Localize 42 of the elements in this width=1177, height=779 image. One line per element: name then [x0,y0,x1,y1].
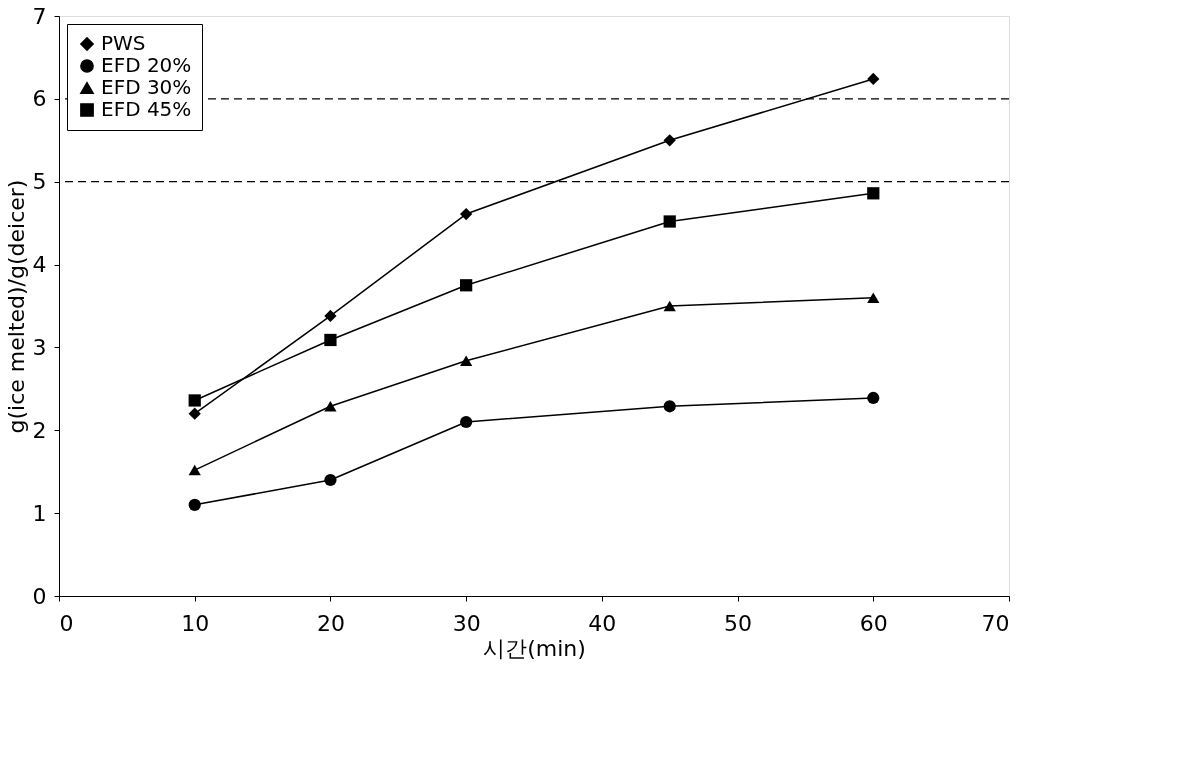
y-axis-title: g(ice melted)/g(deicer) [3,179,29,434]
point [188,407,201,420]
point [324,333,337,347]
x-tick-label: 70 [981,610,1010,636]
point [460,207,473,221]
y-tick-label: 1 [32,500,47,526]
point [867,292,880,304]
point [188,498,201,511]
legend-label: EFD 20% [101,53,192,77]
point [324,473,337,487]
point [460,355,473,366]
point [867,187,880,200]
y-tick-label: 4 [32,252,47,278]
y-tick-label: 7 [32,3,47,29]
point [663,134,676,147]
point [663,215,676,228]
y-tick-label: 0 [32,583,47,609]
x-tick-label: 50 [724,610,753,636]
x-tick-label: 40 [588,610,617,636]
point [188,394,201,407]
y-tick-label: 5 [32,169,47,195]
x-axis-title: 시간(min) [483,635,586,661]
point [188,464,201,476]
x-tick-label: 30 [452,610,481,636]
point [324,400,337,412]
x-tick-label: 20 [316,610,345,636]
point [663,400,676,413]
point [324,309,337,323]
x-tick-label: 0 [59,610,74,636]
point [460,279,473,292]
point [663,300,676,312]
y-tick-label: 6 [32,86,47,112]
legend-label: PWS [101,31,146,55]
point [867,391,880,405]
legend-label: EFD 45% [101,97,192,121]
x-tick-label: 10 [181,610,210,636]
legend-label: EFD 30% [101,75,192,99]
point [460,415,473,429]
point [867,72,880,86]
y-tick-label: 2 [32,417,47,443]
x-tick-label: 60 [859,610,888,636]
y-tick-label: 3 [32,334,47,360]
